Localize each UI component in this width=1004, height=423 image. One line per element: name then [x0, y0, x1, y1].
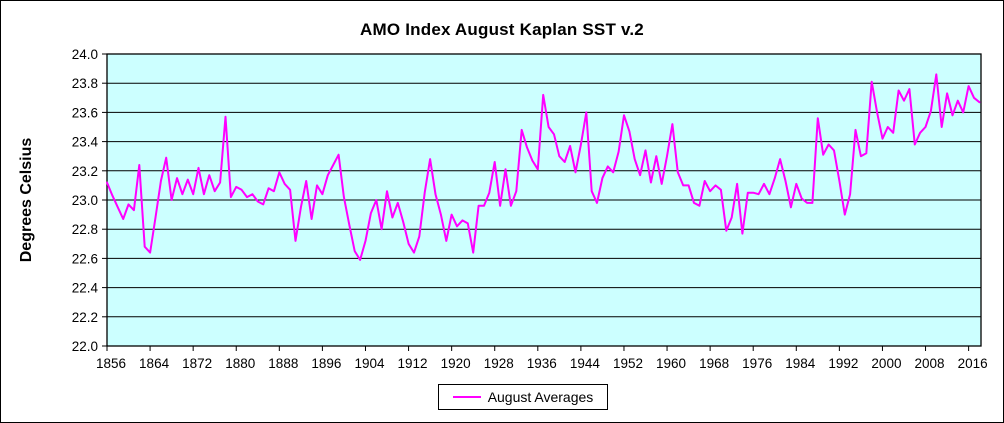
x-tick-label: 1928	[484, 356, 514, 371]
y-tick-label: 23.4	[72, 135, 99, 150]
x-tick-label: 2008	[915, 356, 945, 371]
x-tick-label: 1880	[225, 356, 255, 371]
y-tick-label: 23.6	[72, 105, 98, 120]
x-tick-label: 1968	[699, 356, 729, 371]
legend-line-sample	[452, 396, 481, 398]
y-tick-label: 24.0	[72, 47, 98, 62]
x-tick-label: 2016	[958, 356, 988, 371]
y-tick-label: 22.8	[72, 222, 98, 237]
y-tick-label: 22.2	[72, 310, 98, 325]
x-tick-label: 1864	[139, 356, 170, 371]
y-tick-label: 23.0	[72, 193, 98, 208]
x-tick-label: 1872	[182, 356, 212, 371]
x-tick-label: 1960	[656, 356, 686, 371]
y-tick-label: 23.2	[72, 164, 98, 179]
plot-border	[106, 53, 982, 347]
chart-title: AMO Index August Kaplan SST v.2	[360, 20, 644, 39]
legend: August Averages	[438, 384, 608, 410]
data-series-line	[106, 73, 981, 261]
x-tick-label: 1904	[354, 356, 385, 371]
x-tick-label: 1984	[785, 356, 816, 371]
x-tick-label: 1896	[311, 356, 341, 371]
x-tick-label: 1944	[570, 356, 601, 371]
x-tick-label: 1920	[441, 356, 471, 371]
y-tick-label: 22.4	[72, 281, 99, 296]
y-tick-label: 22.6	[72, 251, 98, 266]
legend-label: August Averages	[487, 389, 594, 405]
x-tick-label: 1976	[742, 356, 772, 371]
x-tick-label: 1992	[828, 356, 858, 371]
x-tick-label: 1856	[96, 356, 126, 371]
x-tick-label: 1888	[268, 356, 298, 371]
y-tick-label: 22.0	[72, 339, 98, 354]
y-tick-label: 23.8	[72, 76, 98, 91]
x-tick-label: 1936	[527, 356, 557, 371]
x-tick-label: 1952	[613, 356, 643, 371]
x-tick-label: 2000	[871, 356, 901, 371]
x-tick-label: 1912	[398, 356, 428, 371]
